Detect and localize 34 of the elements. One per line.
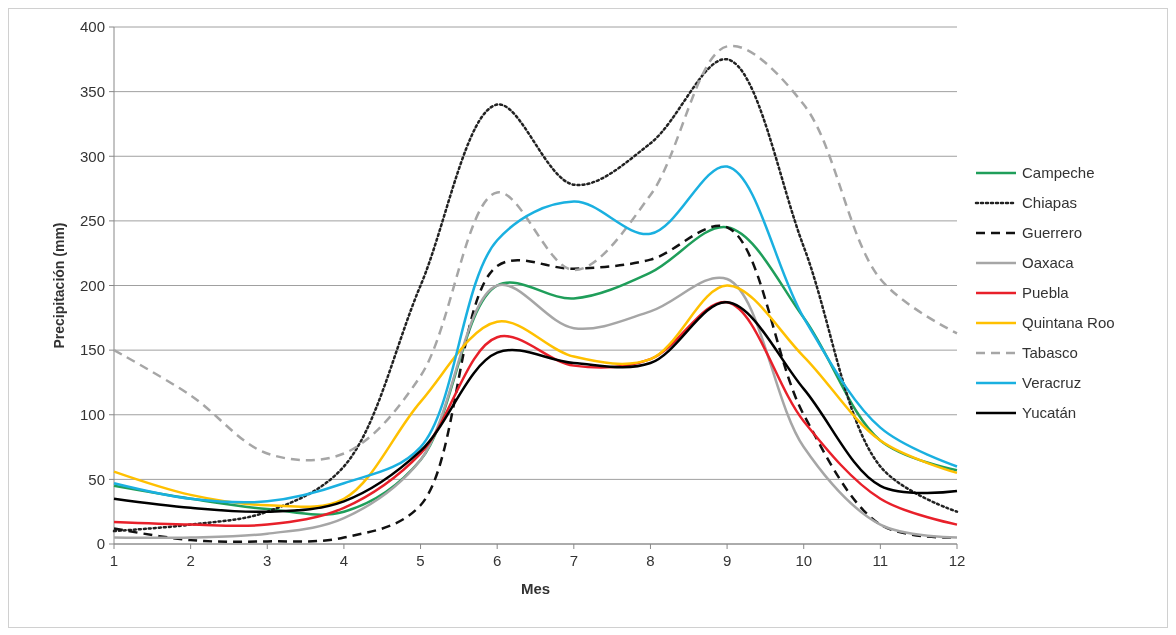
legend-label: Puebla [1022, 284, 1070, 302]
y-tick-label: 250 [79, 212, 105, 230]
x-tick-label: 5 [416, 552, 425, 569]
x-tick-label: 9 [722, 552, 732, 569]
legend-label: Quintana Roo [1022, 314, 1115, 332]
legend-label: Campeche [1022, 164, 1095, 182]
x-tick-label: 10 [795, 552, 813, 569]
y-tick-label: 150 [79, 341, 105, 359]
x-tick-label: 11 [872, 552, 889, 569]
legend-label: Chiapas [1022, 194, 1078, 212]
x-axis-title: Mes [520, 580, 551, 597]
y-tick-label: 350 [79, 82, 105, 100]
legend-label: Yucatán [1022, 404, 1077, 422]
x-tick-label: 4 [339, 552, 349, 569]
legend-label: Tabasco [1022, 344, 1078, 362]
line-series [112, 165, 959, 504]
legend-label: Veracruz [1022, 374, 1082, 392]
x-tick-label: 6 [493, 552, 502, 569]
y-tick-label: 300 [79, 147, 105, 165]
y-tick-label: 0 [96, 535, 105, 553]
line-series [112, 58, 959, 533]
y-tick-label: 50 [88, 470, 105, 488]
x-tick-label: 8 [646, 552, 655, 569]
x-tick-label: 3 [263, 552, 272, 569]
x-tick-label: 7 [569, 552, 578, 569]
y-tick-label: 400 [79, 18, 105, 36]
x-tick-label: 2 [186, 552, 195, 569]
y-tick-label: 200 [79, 276, 105, 294]
legend-label: Guerrero [1022, 224, 1083, 242]
x-tick-label: 12 [948, 552, 966, 569]
y-tick-label: 100 [79, 406, 105, 423]
x-tick-label: 1 [109, 552, 119, 569]
legend-label: Oaxaca [1022, 254, 1075, 272]
y-axis-title: Precipitación (mm) [51, 222, 67, 349]
